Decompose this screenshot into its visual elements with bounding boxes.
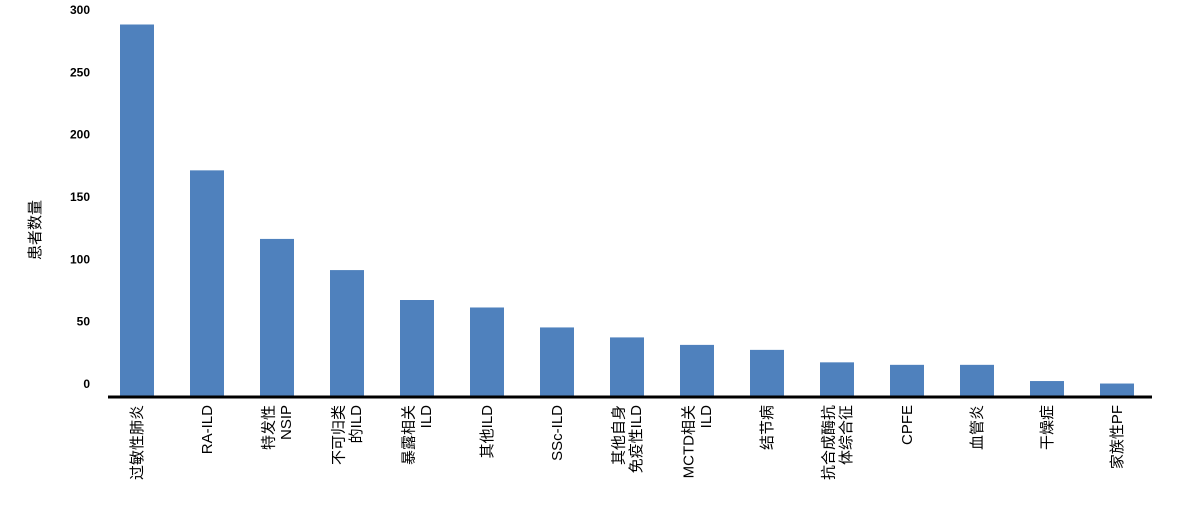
- bar: [1030, 381, 1064, 396]
- y-tick-label: 150: [70, 190, 90, 204]
- bar: [610, 337, 644, 396]
- bar: [680, 344, 714, 396]
- bar: [400, 300, 434, 396]
- bar: [470, 307, 504, 396]
- x-tick-label: 其他ILD: [479, 405, 496, 459]
- x-tick-label: 干燥症: [1039, 405, 1056, 450]
- y-tick-label: 300: [70, 3, 90, 17]
- bar: [540, 327, 574, 396]
- x-tick-label: RA-ILD: [199, 405, 216, 454]
- bar: [820, 362, 854, 396]
- x-tick-label: 血管炎: [969, 405, 986, 450]
- x-tick-label: MCTD相关ILD: [681, 405, 715, 478]
- y-tick-label: 50: [77, 315, 91, 329]
- x-tick-label: 家族性PF: [1109, 405, 1126, 469]
- y-tick-label: 0: [83, 377, 90, 391]
- bar: [1100, 383, 1134, 396]
- y-tick-label: 100: [70, 252, 90, 266]
- bar: [750, 349, 784, 396]
- x-tick-label: 抗合成酶抗体综合征: [821, 405, 855, 480]
- y-tick-label: 250: [70, 65, 90, 79]
- x-tick-label: 其他自身免疫性ILD: [611, 405, 645, 474]
- bar: [260, 238, 294, 396]
- x-tick-label: 特发性NSIP: [261, 405, 295, 450]
- bar: [120, 24, 154, 396]
- x-tick-label: SSc-ILD: [549, 405, 566, 461]
- bar: [330, 270, 364, 396]
- x-tick-label: 结节病: [759, 405, 776, 450]
- x-tick-label: CPFE: [899, 405, 916, 445]
- bar: [960, 364, 994, 396]
- y-tick-label: 200: [70, 128, 90, 142]
- x-tick-label: 过敏性肺炎: [129, 405, 146, 480]
- y-axis-title: 患者数量: [27, 200, 44, 260]
- x-tick-label: 不可归类的ILD: [331, 405, 365, 465]
- bar: [190, 170, 224, 396]
- x-tick-label: 暴露相关ILD: [401, 405, 435, 465]
- bar: [890, 364, 924, 396]
